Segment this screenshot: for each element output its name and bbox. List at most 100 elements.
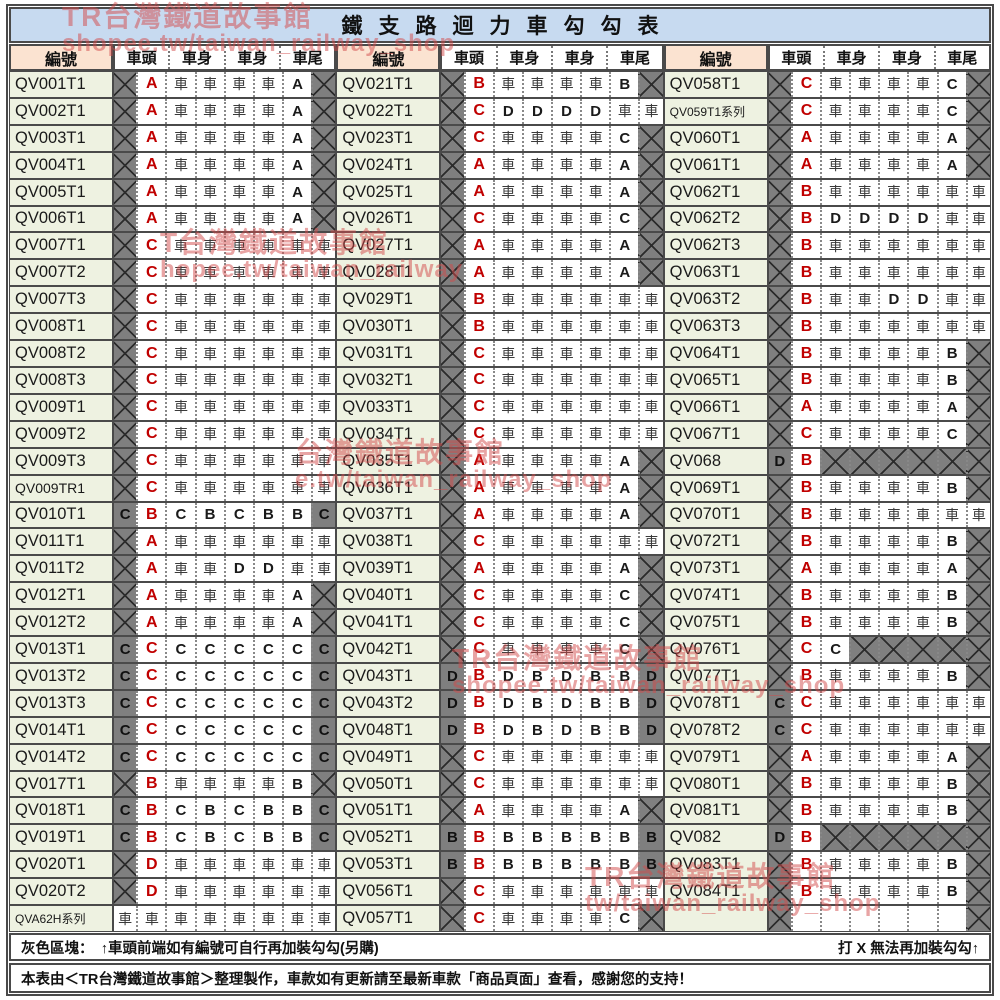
table-row: QV022T1 C D D D D 車車 <box>336 97 664 125</box>
row-label: QV059T1系列 <box>663 97 768 125</box>
row-label: QV053T1 <box>336 851 441 879</box>
header-id-label: 編號 <box>9 44 113 71</box>
head-hook-code: C <box>136 690 165 716</box>
header-col-label: 車頭 <box>126 50 157 67</box>
head-hook-code: C <box>463 421 493 447</box>
head-hook-code: B <box>790 771 820 797</box>
head-hook-code: A <box>790 125 820 151</box>
table-row: QV009T1 C 車車車車車車 <box>9 393 337 421</box>
car-cell: 車 <box>878 529 907 555</box>
car-cell: A <box>281 583 311 609</box>
car-cell: 車 <box>820 152 849 178</box>
crossed-cell <box>768 206 791 232</box>
car-cell: 車 <box>194 287 224 313</box>
table-row: QV063T2 B 車車 D D 車車 <box>663 286 991 314</box>
head-hook-code: C <box>463 610 493 636</box>
table-row: QV082 D B <box>663 824 991 852</box>
head-hook-code: B <box>790 287 820 313</box>
crossed-cell <box>114 287 137 313</box>
car-cell: 車 <box>492 125 522 151</box>
head-hook-code: B <box>790 448 820 474</box>
car-cell: 車 <box>878 690 907 716</box>
car-cell: 車 <box>311 394 335 420</box>
car-cell: D <box>907 206 936 232</box>
car-cell: 車 <box>551 206 580 232</box>
row-label: QV073T1 <box>663 555 768 583</box>
car-cell: 車 <box>521 179 551 205</box>
gray-hook-code: C <box>768 690 791 716</box>
car-cell: 車 <box>311 556 335 582</box>
car-cell: C <box>194 744 224 770</box>
car-cell: 車 <box>551 798 580 824</box>
row-label: QV069T1 <box>663 474 768 502</box>
car-cell: 車 <box>609 367 638 393</box>
car-cell: C <box>252 663 282 689</box>
crossed-cell <box>849 448 879 474</box>
car-cell: 車 <box>492 906 522 931</box>
crossed-cell <box>441 421 464 447</box>
car-cell: 車 <box>820 717 849 743</box>
table-row: QV014T1 C C C C C C C C <box>9 716 337 744</box>
car-cell: 車 <box>907 421 936 447</box>
car-cell: 車 <box>223 421 253 447</box>
row-label: QV056T1 <box>336 878 441 906</box>
head-hook-code: A <box>136 583 165 609</box>
head-hook-code: B <box>463 852 493 878</box>
car-cell: 車 <box>252 341 282 366</box>
row-label: QV076T1 <box>663 636 768 663</box>
head-hook-code: A <box>463 448 493 474</box>
crossed-cell <box>638 502 663 528</box>
row-label: QV075T1 <box>663 609 768 637</box>
car-cell: A <box>936 394 966 420</box>
table-row: QV033T1 C 車車車車車車 <box>336 393 664 421</box>
car-cell: 車 <box>252 394 282 420</box>
crossed-cell <box>965 825 990 851</box>
car-cell: A <box>936 125 966 151</box>
car-cell: 車 <box>551 744 580 770</box>
car-cell: 車 <box>849 98 878 124</box>
car-cell: 車 <box>281 314 311 340</box>
car-cell: 車 <box>907 475 936 501</box>
car-cell: 車 <box>311 260 335 286</box>
table-row: QV049T1 C 車車車車車車 <box>336 743 664 771</box>
gray-hook-code: D <box>638 690 663 716</box>
car-cell: 車 <box>311 475 335 501</box>
car-cell: B <box>936 663 966 689</box>
table-row: QV068 D B <box>663 447 991 475</box>
car-cell: 車 <box>165 906 194 931</box>
row-label: QV034T1 <box>336 420 441 448</box>
car-cell: 車 <box>165 125 194 151</box>
table-row: QV017T1 B 車車車車 B <box>9 770 337 798</box>
car-cell: 車 <box>820 421 849 447</box>
car-cell: D <box>551 98 580 124</box>
car-cell: 車 <box>194 475 224 501</box>
row-label: QV042T1 <box>336 636 441 663</box>
crossed-cell <box>768 556 791 582</box>
empty-cell <box>820 906 849 931</box>
crossed-cell <box>441 879 464 905</box>
car-cell: C <box>165 717 194 743</box>
car-cell: 車 <box>907 798 936 824</box>
table-row: QV060T1 A 車車車車 A <box>663 124 991 152</box>
table-row: QV025T1 A 車車車車 A <box>336 178 664 206</box>
gray-hook-code: D <box>441 690 464 716</box>
car-cell: 車 <box>165 233 194 259</box>
car-cell: 車 <box>223 152 253 178</box>
crossed-cell <box>638 152 663 178</box>
car-cell: 車 <box>965 206 990 232</box>
head-hook-code: B <box>790 879 820 905</box>
car-cell: C <box>194 637 224 662</box>
table-row: QV075T1 B 車車車車 B <box>663 609 991 637</box>
head-hook-code: A <box>463 152 493 178</box>
car-cell: C <box>194 663 224 689</box>
row-label: QV070T1 <box>663 501 768 529</box>
car-cell: 車 <box>492 556 522 582</box>
row-label: QV008T2 <box>9 340 113 367</box>
car-cell: 車 <box>820 798 849 824</box>
crossed-cell <box>441 72 464 97</box>
crossed-cell <box>638 556 663 582</box>
car-cell: A <box>609 152 638 178</box>
table-row: QV073T1 A 車車車車 A <box>663 555 991 583</box>
car-cell: 車 <box>580 394 609 420</box>
empty-cell <box>936 906 966 931</box>
